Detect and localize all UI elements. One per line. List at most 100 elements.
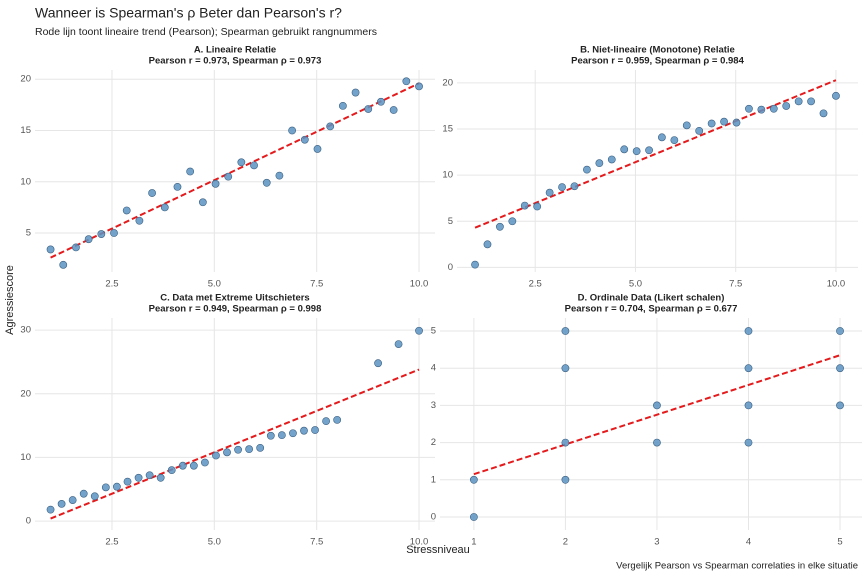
y-tick-label: 0 <box>431 511 436 522</box>
data-point <box>90 492 99 501</box>
y-tick-label: 3 <box>431 400 436 411</box>
x-tick-label: 3 <box>654 537 659 548</box>
data-point <box>148 189 156 197</box>
data-point <box>695 126 704 135</box>
data-point <box>819 109 828 118</box>
y-tick-label: 20 <box>20 74 31 85</box>
data-point <box>288 126 297 135</box>
trend-line <box>473 354 841 476</box>
panel-title: D. Ordinale Data (Likert schalen) <box>578 293 725 304</box>
data-point <box>326 122 335 131</box>
data-point <box>322 417 330 426</box>
data-point <box>469 475 478 484</box>
x-tick-label: 2.5 <box>529 279 542 290</box>
y-tick-label: 30 <box>20 325 31 336</box>
data-point <box>186 167 195 176</box>
data-point <box>156 473 165 482</box>
data-point <box>97 230 106 238</box>
data-point <box>79 489 88 498</box>
panel-title: B. Niet-lineaire (Monotone) Relatie <box>580 45 735 56</box>
data-point <box>561 438 570 447</box>
panel-subtitle: Pearson r = 0.959, Spearman ρ = 0.984 <box>571 56 744 67</box>
x-tick-label: 10.0 <box>410 537 429 548</box>
data-point <box>224 172 233 181</box>
data-point <box>374 359 382 368</box>
y-tick-label: 2 <box>431 437 436 448</box>
data-point <box>311 426 319 434</box>
data-point <box>836 327 844 335</box>
data-point <box>110 229 118 237</box>
y-tick-label: 0 <box>448 262 453 273</box>
y-tick-label: 5 <box>431 326 436 337</box>
data-point <box>112 482 121 491</box>
data-point <box>402 77 411 86</box>
data-point <box>744 327 753 335</box>
data-point <box>558 183 566 192</box>
data-point <box>250 161 258 170</box>
x-tick-label: 10.0 <box>827 279 846 290</box>
data-point <box>122 206 131 215</box>
data-point <box>645 146 653 155</box>
data-point <box>832 91 840 100</box>
y-tick-label: 10 <box>442 170 453 181</box>
data-point <box>277 431 286 440</box>
data-point <box>134 473 143 482</box>
data-point <box>496 222 504 231</box>
y-tick-label: 5 <box>26 228 31 239</box>
data-point <box>807 97 815 106</box>
data-point <box>275 171 284 180</box>
data-point <box>145 471 154 480</box>
data-point <box>620 145 629 154</box>
x-tick-label: 10.0 <box>410 279 429 290</box>
data-point <box>561 475 570 484</box>
data-point <box>570 182 579 191</box>
data-point <box>744 401 753 410</box>
trend-line <box>50 368 420 520</box>
chart-title: Wanneer is Spearman's ρ Beter dan Pearso… <box>35 5 342 21</box>
x-tick-label: 5 <box>837 537 842 548</box>
data-point <box>338 101 347 110</box>
data-point <box>189 461 198 470</box>
data-point <box>160 203 169 212</box>
y-tick-label: 10 <box>20 452 31 463</box>
data-point <box>782 102 791 110</box>
x-tick-label: 7.5 <box>310 279 323 290</box>
x-tick-label: 2.5 <box>105 279 118 290</box>
data-point <box>583 165 591 174</box>
x-axis-label: Stressniveau <box>406 544 470 556</box>
data-point <box>289 429 297 438</box>
data-point <box>707 119 716 128</box>
data-point <box>84 235 93 244</box>
data-point <box>745 104 753 113</box>
data-point <box>256 443 265 452</box>
data-point <box>46 245 55 254</box>
data-point <box>198 198 207 207</box>
data-point <box>744 364 753 373</box>
data-point <box>237 158 246 167</box>
data-point <box>333 415 342 424</box>
data-point <box>245 445 254 454</box>
data-point <box>508 217 517 226</box>
data-point <box>471 260 479 269</box>
data-point <box>732 118 741 127</box>
x-tick-label: 1 <box>471 537 476 548</box>
data-point <box>836 401 844 410</box>
data-point <box>46 505 55 514</box>
data-point <box>123 477 132 486</box>
y-tick-label: 4 <box>431 363 436 374</box>
data-point <box>167 466 176 475</box>
data-point <box>415 82 423 91</box>
data-point <box>72 243 80 252</box>
panel-subtitle: Pearson r = 0.704, Spearman ρ = 0.677 <box>565 304 738 315</box>
y-tick-label: 5 <box>448 216 453 227</box>
panel-title: A. Lineaire Relatie <box>194 45 276 56</box>
data-point <box>545 188 554 197</box>
data-point <box>59 260 68 269</box>
data-point <box>561 327 570 335</box>
trend-line <box>474 79 837 229</box>
data-point <box>483 240 492 249</box>
x-tick-label: 2.5 <box>105 537 118 548</box>
data-point <box>744 438 753 447</box>
data-point <box>173 182 182 191</box>
